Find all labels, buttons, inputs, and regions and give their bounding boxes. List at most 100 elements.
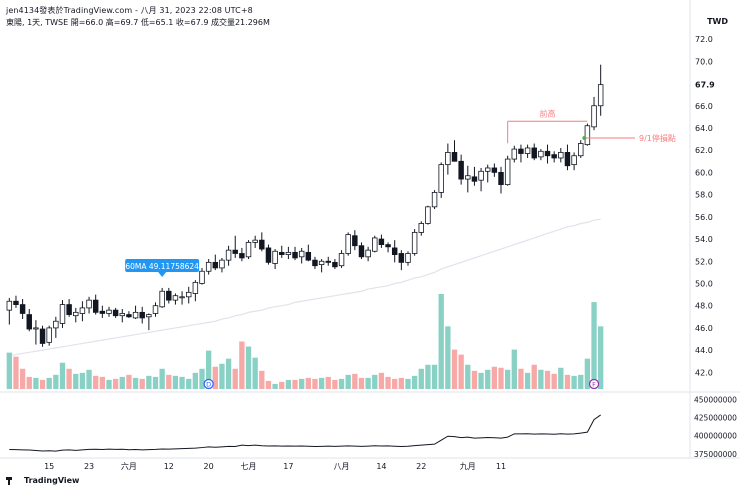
candle-body: [232, 249, 238, 254]
volume-bar: [285, 379, 292, 389]
candle-body: [252, 239, 258, 243]
candle-body: [132, 311, 139, 319]
candle-body: [239, 253, 245, 259]
obv-line: [9, 414, 601, 452]
volume-bar: [53, 374, 59, 389]
candle-body: [358, 245, 365, 258]
volume-bar: [99, 376, 106, 389]
candle-body: [33, 327, 39, 330]
volume-bar: [79, 372, 86, 389]
candle-body: [265, 247, 272, 263]
volume-bar: [471, 370, 478, 389]
volume-bar: [392, 378, 398, 389]
ma-callout-pointer: [158, 272, 167, 277]
volume-bar: [126, 374, 132, 389]
price-tick-label: 70.0: [695, 57, 713, 66]
currency-label: TWD: [707, 17, 728, 26]
time-tick-label: 14: [376, 462, 386, 471]
candle-body: [332, 261, 338, 268]
candle-body: [524, 147, 531, 154]
price-tick-label: 52.0: [695, 257, 713, 266]
candle-body: [19, 304, 26, 314]
time-axis[interactable]: 15 23 六月 12 20 七月 17 八月 14 22 九月 11: [44, 461, 506, 471]
stop-loss-dot: [582, 135, 587, 140]
annotation-layer: 60MA 49.11758624 前高 9/1停損點: [125, 108, 676, 277]
volume-badge-label: D: [206, 381, 211, 389]
volume-bar: [338, 378, 345, 389]
candle-body: [578, 143, 584, 157]
candle-body: [199, 270, 205, 284]
candle-body: [378, 238, 385, 246]
footer-brand[interactable]: TradingView: [6, 476, 79, 485]
volume-bar: [86, 369, 92, 389]
candle-body: [418, 223, 425, 233]
price-tick-label: 56.0: [695, 213, 713, 222]
volume-bar: [558, 367, 564, 389]
ma-callout-label: 60MA 49.11758624: [125, 262, 199, 271]
candle-body: [112, 309, 119, 317]
candle-body: [411, 231, 418, 254]
price-axis[interactable]: 72.070.068.066.064.062.060.058.056.054.0…: [0, 0, 740, 459]
candle-body: [139, 311, 145, 319]
volume-bar: [252, 357, 258, 389]
volume-bar: [498, 367, 504, 389]
candle-body: [172, 295, 179, 301]
volume-bar: [531, 364, 537, 389]
candle-body: [584, 125, 591, 146]
last-price-label: 67.9: [695, 81, 715, 90]
volume-badge: [588, 378, 600, 390]
candle-body: [551, 154, 557, 159]
volume-bar: [93, 375, 99, 389]
volume-bar: [112, 378, 119, 389]
candle-body: [185, 291, 192, 298]
volume-bar: [259, 370, 265, 389]
volume-bar: [571, 375, 577, 389]
candle-body: [405, 253, 411, 263]
price-tick-label: 46.0: [695, 324, 713, 333]
candle-body: [471, 176, 478, 182]
volume-bar: [598, 326, 604, 389]
volume-bar: [425, 364, 431, 389]
time-tick-label: 15: [44, 462, 54, 471]
candle-body: [352, 235, 358, 247]
volume-bar: [172, 375, 179, 389]
volume-bar: [166, 374, 172, 389]
candle-body: [558, 152, 564, 159]
candle-body: [511, 148, 518, 160]
candle-body: [518, 148, 524, 154]
time-tick-label: 12: [164, 462, 174, 471]
time-tick-label: 20: [204, 462, 214, 471]
candle-body: [6, 300, 13, 311]
volume-bar: [385, 376, 391, 389]
obv-tick-label: 425000000: [694, 413, 737, 422]
candle-body: [445, 152, 451, 166]
volume-bar: [33, 377, 39, 389]
candle-body: [99, 310, 106, 314]
candle-body: [385, 244, 391, 248]
time-tick-label: 17: [283, 462, 293, 471]
obv-layer: [9, 414, 601, 452]
candle-body: [564, 152, 571, 167]
volume-bar: [564, 374, 571, 389]
price-tick-label: 58.0: [695, 191, 713, 200]
candle-body: [338, 253, 345, 267]
candle-body: [166, 290, 172, 301]
volume-badge: [203, 378, 214, 390]
candle-body: [46, 327, 52, 343]
candle-body: [92, 299, 99, 313]
volume-bar: [19, 368, 26, 389]
candle-body: [245, 241, 252, 258]
candle-layer: [6, 64, 604, 347]
volume-bar: [478, 372, 484, 389]
volume-bar: [225, 358, 232, 389]
volume-bar: [152, 376, 159, 389]
candle-body: [325, 260, 331, 263]
volume-bar: [146, 375, 152, 389]
volume-bar: [465, 364, 471, 389]
volume-bar: [365, 377, 371, 389]
time-tick-label: 六月: [121, 461, 137, 471]
volume-bar: [445, 326, 451, 389]
volume-bar: [106, 379, 112, 389]
